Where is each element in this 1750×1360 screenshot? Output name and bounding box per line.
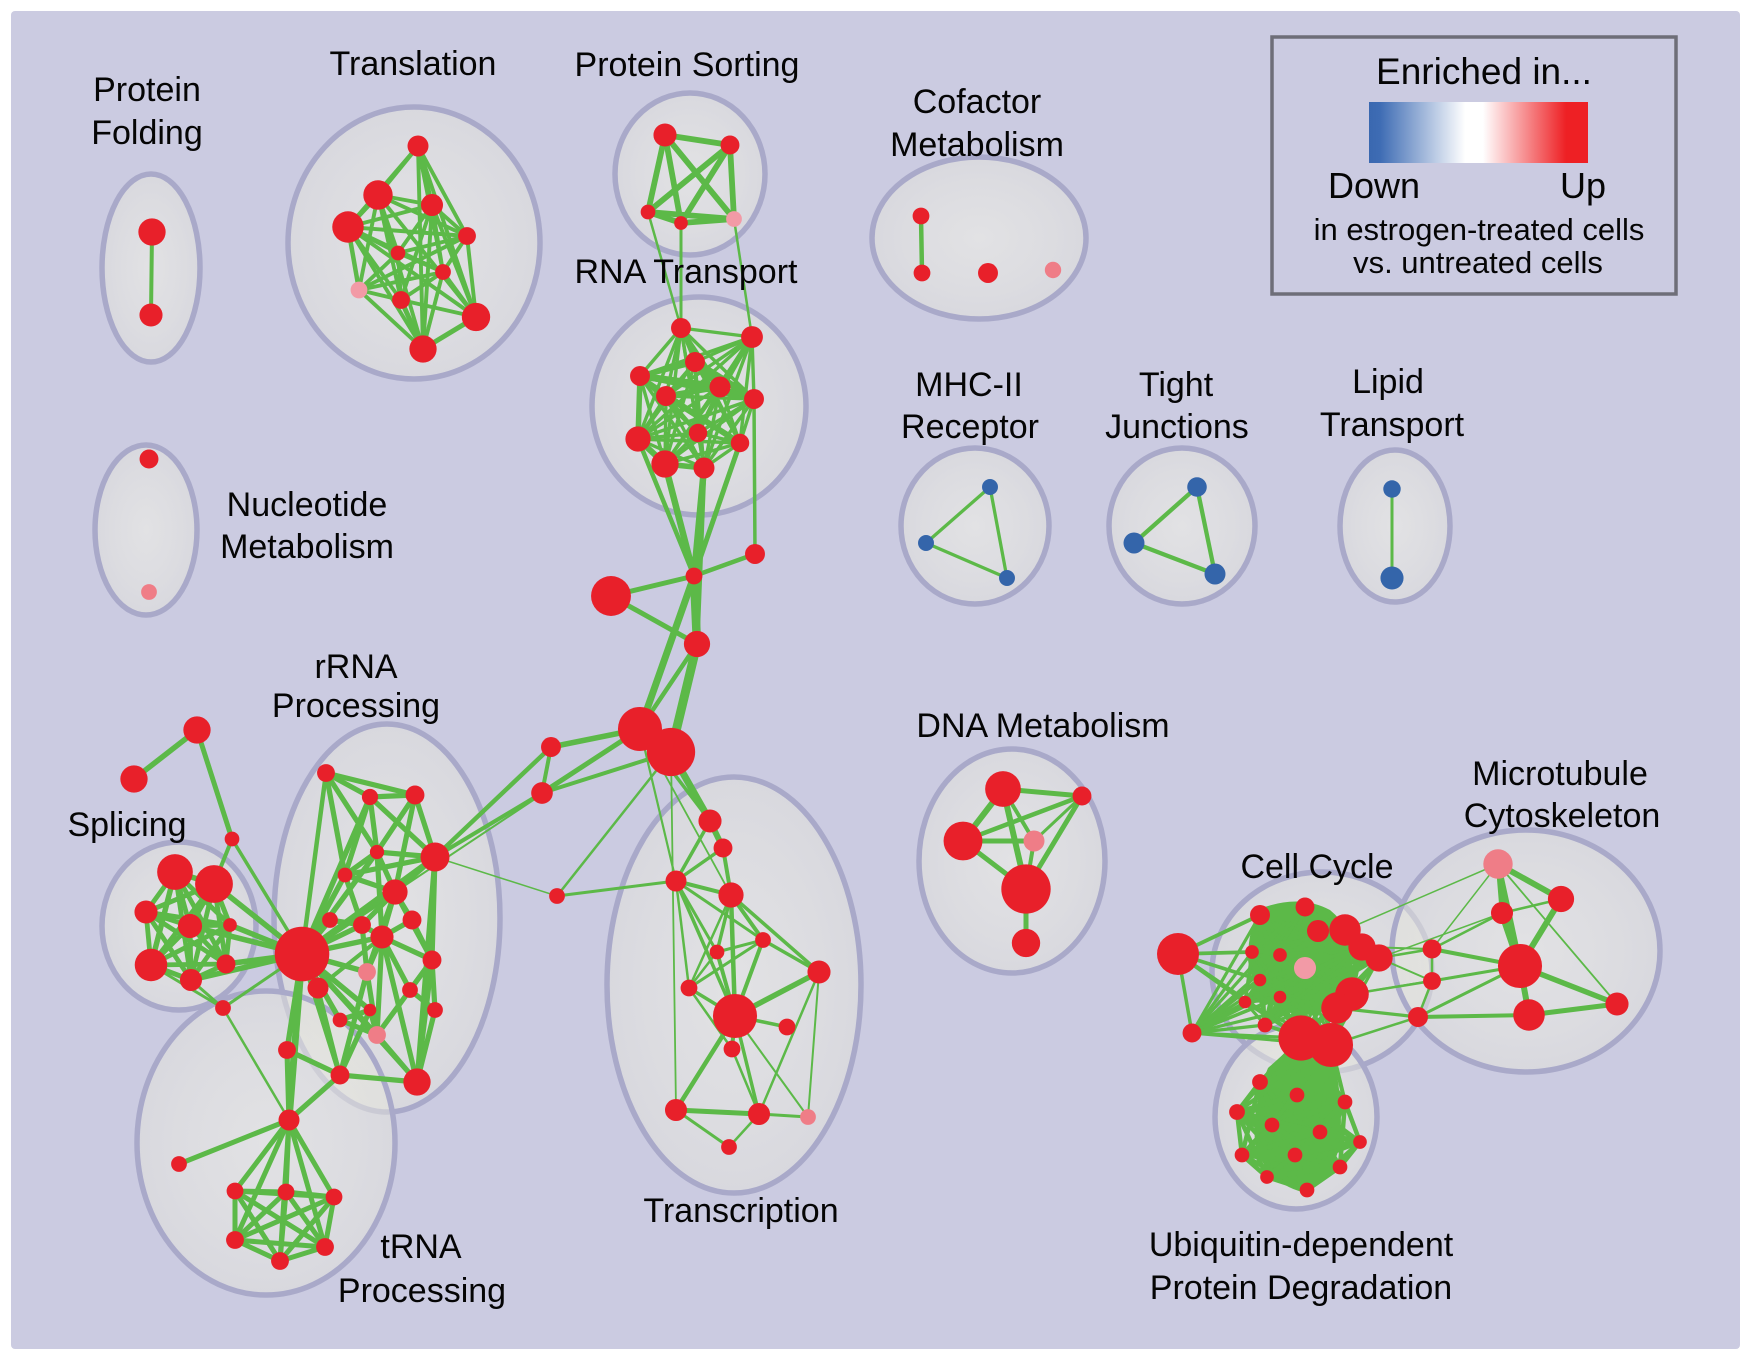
svg-text:RNA Transport: RNA Transport [575, 253, 799, 291]
svg-text:MHC-II: MHC-II [915, 366, 1023, 404]
svg-text:Protein: Protein [93, 71, 201, 109]
svg-text:Translation: Translation [330, 45, 497, 83]
svg-text:Enriched in...: Enriched in... [1376, 51, 1592, 92]
svg-text:in estrogen-treated cells: in estrogen-treated cells [1314, 212, 1645, 247]
svg-text:rRNA: rRNA [314, 648, 397, 686]
svg-text:Metabolism: Metabolism [220, 528, 394, 566]
svg-text:Protein Sorting: Protein Sorting [575, 46, 800, 84]
svg-text:Cell Cycle: Cell Cycle [1240, 848, 1393, 886]
svg-text:Ubiquitin-dependent: Ubiquitin-dependent [1149, 1226, 1454, 1264]
svg-text:Folding: Folding [91, 114, 203, 152]
svg-text:Transport: Transport [1320, 406, 1465, 444]
svg-text:Metabolism: Metabolism [890, 126, 1064, 164]
svg-text:Cytoskeleton: Cytoskeleton [1464, 797, 1661, 835]
svg-text:Protein Degradation: Protein Degradation [1150, 1269, 1452, 1307]
svg-text:Down: Down [1328, 165, 1420, 206]
svg-text:Transcription: Transcription [643, 1192, 838, 1230]
svg-text:Lipid: Lipid [1352, 363, 1424, 401]
svg-text:Microtubule: Microtubule [1472, 755, 1648, 793]
svg-text:tRNA: tRNA [380, 1228, 462, 1266]
svg-text:Processing: Processing [338, 1272, 506, 1310]
svg-text:Splicing: Splicing [67, 806, 186, 844]
svg-text:Nucleotide: Nucleotide [227, 486, 388, 524]
svg-text:vs. untreated cells: vs. untreated cells [1353, 245, 1603, 280]
svg-text:DNA Metabolism: DNA Metabolism [916, 707, 1169, 745]
svg-text:Receptor: Receptor [901, 408, 1039, 446]
svg-text:Tight: Tight [1139, 366, 1214, 404]
svg-text:Processing: Processing [272, 687, 440, 725]
svg-text:Junctions: Junctions [1105, 408, 1249, 446]
svg-text:Cofactor: Cofactor [913, 83, 1042, 121]
svg-text:Up: Up [1560, 165, 1606, 206]
